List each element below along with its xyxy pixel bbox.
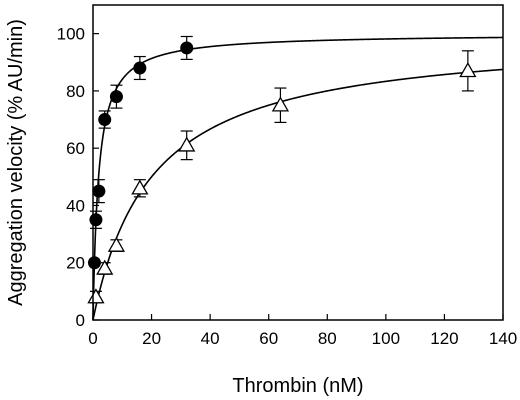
y-tick-label: 40 <box>66 196 85 215</box>
x-tick-label: 100 <box>372 329 400 348</box>
y-tick-label: 100 <box>57 25 85 44</box>
x-tick-label: 80 <box>318 329 337 348</box>
x-tick-label: 0 <box>88 329 97 348</box>
data-point <box>271 96 290 112</box>
x-tick-label: 20 <box>142 329 161 348</box>
x-tick-label: 120 <box>430 329 458 348</box>
plot-frame <box>92 4 504 321</box>
data-point <box>180 41 194 55</box>
series-1 <box>87 35 504 321</box>
x-tick-label: 140 <box>489 329 517 348</box>
data-point <box>107 236 126 252</box>
x-tick-label: 60 <box>259 329 278 348</box>
data-point <box>89 213 103 227</box>
plot-content <box>87 35 504 321</box>
fit-curve <box>92 68 504 321</box>
fit-curve <box>92 36 504 321</box>
data-point <box>109 90 123 104</box>
x-tick-label: 40 <box>201 329 220 348</box>
y-tick-label: 60 <box>66 139 85 158</box>
y-axis-title: Aggregation velocity (% AU/min) <box>5 19 27 306</box>
data-point <box>133 61 147 75</box>
x-axis-title: Thrombin (nM) <box>232 375 363 397</box>
data-point <box>87 288 105 304</box>
y-tick-label: 0 <box>76 311 85 330</box>
data-point <box>98 113 112 127</box>
series-2 <box>87 50 504 321</box>
data-point <box>178 136 196 152</box>
data-point <box>96 259 114 275</box>
y-axis-ticks: 0 20 40 60 80 100 <box>57 25 99 330</box>
y-tick-label: 20 <box>66 254 85 273</box>
y-tick-label: 80 <box>66 82 85 101</box>
x-axis-ticks: 0 20 40 60 80 100 120 140 <box>88 314 517 348</box>
data-point <box>92 184 106 198</box>
data-point <box>459 62 477 78</box>
data-point <box>131 179 149 195</box>
